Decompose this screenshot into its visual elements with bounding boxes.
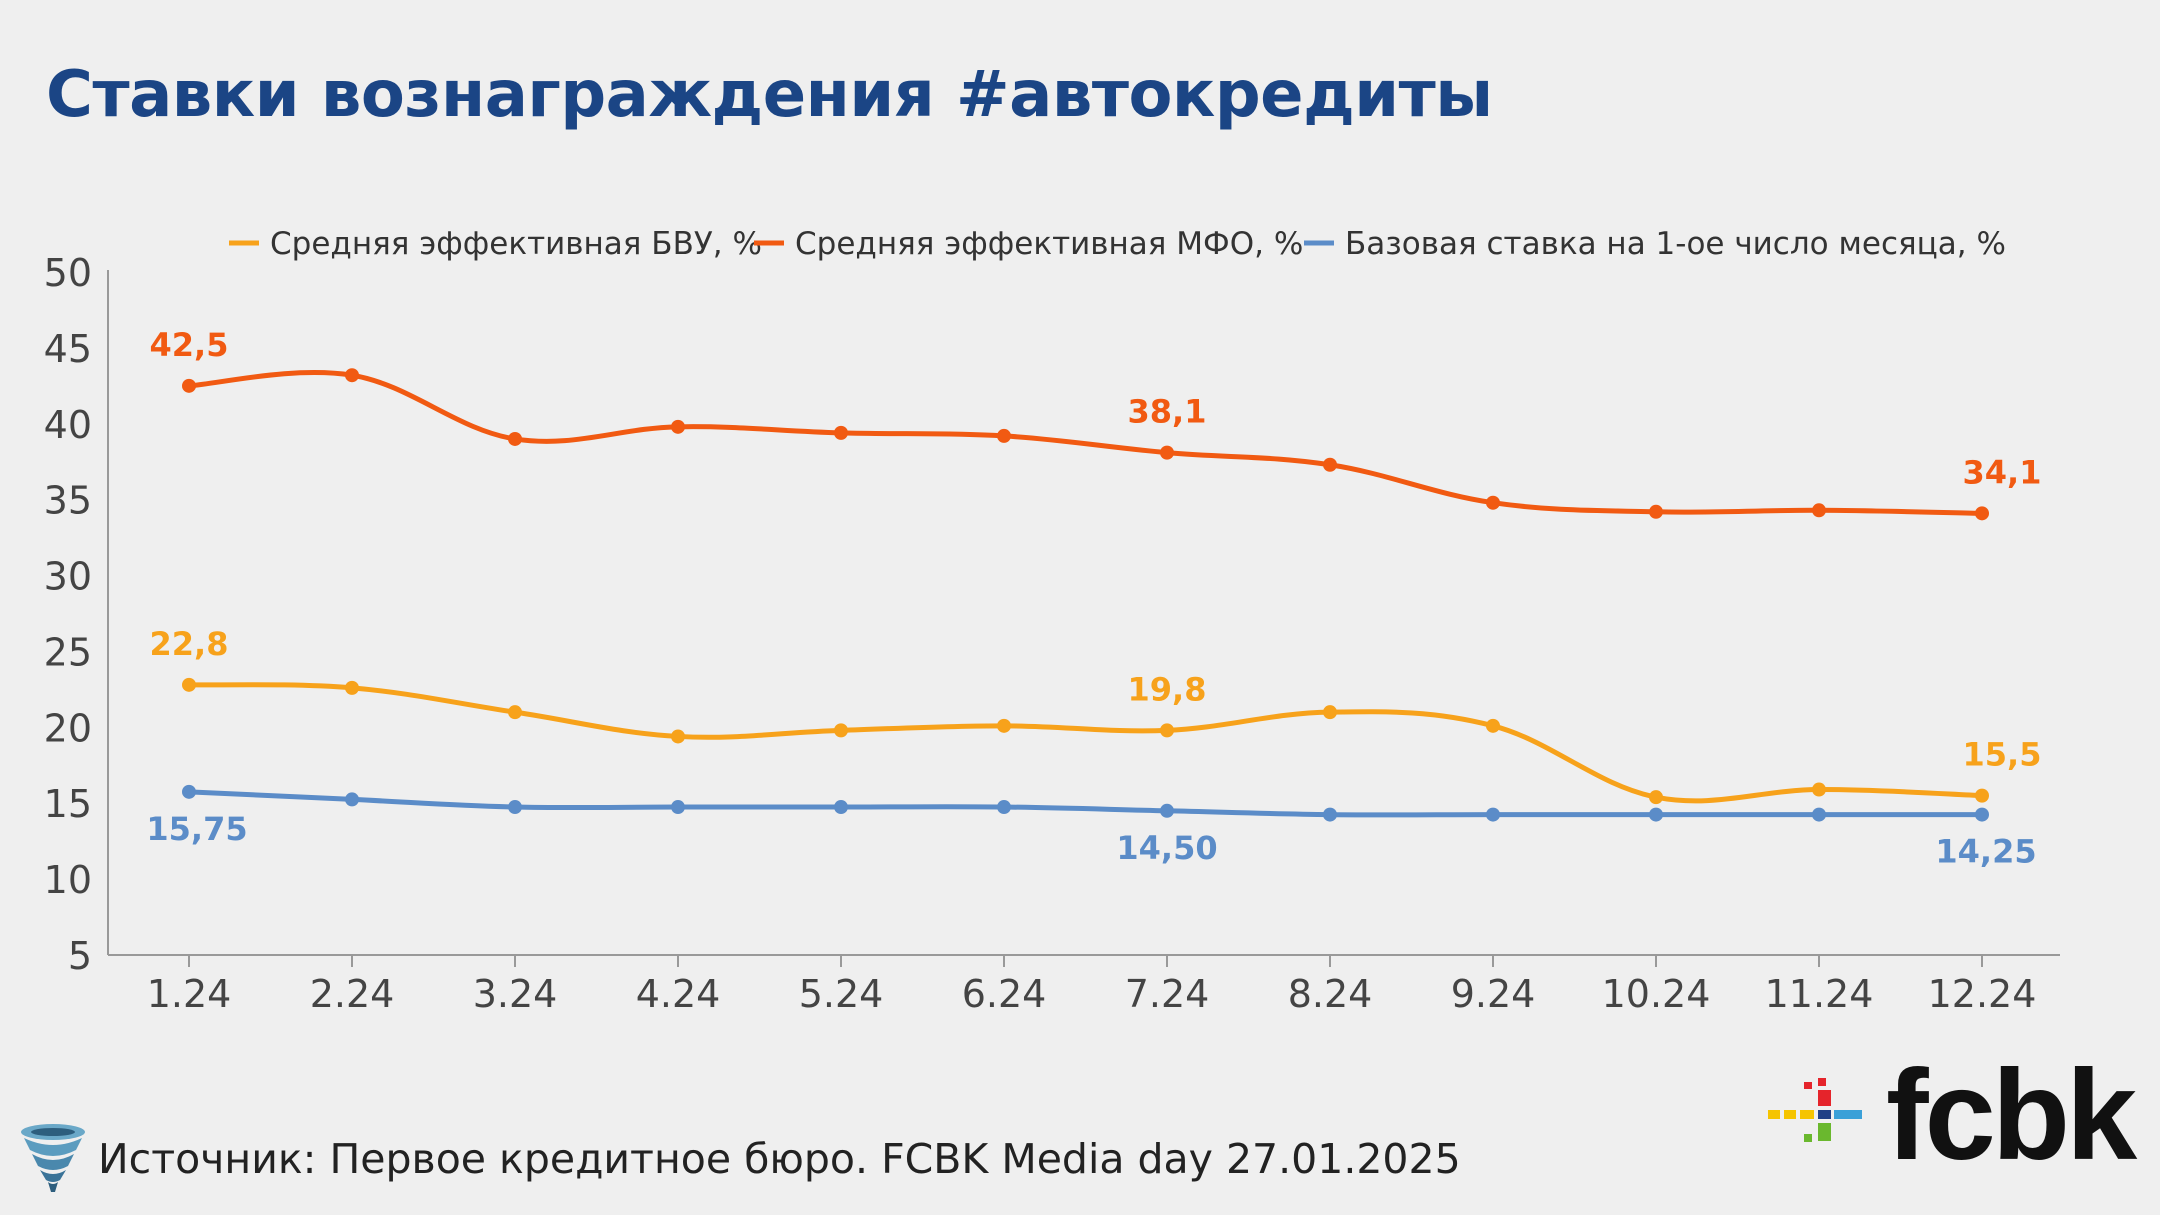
data-point: [1323, 705, 1337, 720]
x-tick-label: 10.24: [1602, 972, 1711, 1016]
tornado-icon: [18, 1122, 88, 1199]
x-tick-label: 3.24: [473, 972, 558, 1016]
fcbk-cross-icon: [1768, 1078, 1878, 1163]
series-line: [188, 682, 1983, 804]
data-label: 38,1: [1128, 393, 1207, 431]
data-label: 15,75: [146, 810, 247, 848]
data-point: [1323, 807, 1337, 822]
y-tick-label: 30: [44, 555, 92, 599]
legend-label: Средняя эффективная МФО, %: [795, 226, 1303, 262]
data-point: [345, 792, 359, 807]
data-point: [508, 431, 522, 446]
y-tick-label: 40: [44, 403, 92, 447]
series-line: [188, 789, 1982, 818]
data-point: [182, 784, 196, 799]
data-point: [1649, 790, 1663, 805]
data-point: [1812, 782, 1826, 797]
x-tick-label: 11.24: [1765, 972, 1874, 1016]
x-tick-label: 6.24: [962, 972, 1047, 1016]
data-label: 14,50: [1116, 829, 1217, 867]
data-point: [997, 428, 1011, 443]
data-point: [345, 680, 359, 695]
chart-axes: 5 10 15 20 25 30 35 40 45 50 1.24 2.24 3.24 4.24 5.24 6…: [44, 251, 2060, 1016]
data-label: 34,1: [1963, 453, 2042, 491]
data-point: [345, 368, 359, 383]
data-label: 14,25: [1935, 833, 2036, 871]
series-line: [188, 369, 1983, 516]
data-labels: 22,8 19,8 15,5 42,5 38,1 34,1 15,75 14,50 14,25: [146, 326, 2041, 871]
data-point: [508, 705, 522, 720]
source-note: Источник: Первое кредитное бюро. FCBK Me…: [98, 1135, 1461, 1183]
x-tick-label: 7.24: [1125, 972, 1210, 1016]
data-point: [1323, 457, 1337, 472]
data-point: [1812, 807, 1826, 822]
page-title: Ставки вознаграждения #автокредиты: [46, 58, 1493, 132]
chart-legend: Средняя эффективная БВУ, % Средняя эффект…: [229, 226, 2006, 262]
data-point: [671, 419, 685, 434]
data-point: [834, 800, 848, 815]
chart-series: [182, 368, 1989, 822]
data-point: [1975, 807, 1989, 822]
data-label: 15,5: [1963, 736, 2042, 774]
x-tick-label: 5.24: [799, 972, 884, 1016]
legend-label: Средняя эффективная БВУ, %: [270, 226, 762, 262]
data-point: [1160, 445, 1174, 460]
x-tick-label: 9.24: [1451, 972, 1536, 1016]
fcbk-logo-text: fcbk: [1886, 1044, 2137, 1187]
data-point: [671, 800, 685, 815]
y-tick-label: 45: [44, 327, 92, 371]
y-tick-label: 25: [44, 630, 92, 674]
data-label: 42,5: [150, 326, 229, 364]
x-tick-label: 12.24: [1928, 972, 2037, 1016]
legend-label: Базовая ставка на 1-ое число месяца, %: [1345, 226, 2006, 262]
data-point: [1649, 807, 1663, 822]
data-point: [1160, 803, 1174, 818]
x-tick-label: 4.24: [636, 972, 721, 1016]
data-point: [1812, 503, 1826, 518]
data-point: [1486, 807, 1500, 822]
x-tick-label: 1.24: [147, 972, 232, 1016]
data-point: [1160, 723, 1174, 738]
y-tick-label: 50: [44, 251, 92, 295]
x-tick-label: 8.24: [1288, 972, 1373, 1016]
x-tick-label: 2.24: [310, 972, 395, 1016]
data-label: 22,8: [150, 625, 229, 663]
data-point: [834, 425, 848, 440]
data-point: [1486, 495, 1500, 510]
y-tick-label: 35: [44, 479, 92, 523]
data-point: [1649, 504, 1663, 519]
data-point: [508, 800, 522, 815]
y-tick-label: 10: [44, 858, 92, 902]
data-point: [671, 729, 685, 744]
data-point: [182, 677, 196, 692]
y-tick-label: 5: [68, 934, 92, 978]
y-tick-label: 15: [44, 782, 92, 826]
data-point: [997, 718, 1011, 733]
data-point: [997, 800, 1011, 815]
data-point: [1486, 718, 1500, 733]
data-label: 19,8: [1128, 670, 1207, 708]
data-point: [1975, 788, 1989, 803]
y-tick-label: 20: [44, 706, 92, 750]
data-point: [1975, 506, 1989, 521]
data-point: [834, 723, 848, 738]
data-point: [182, 378, 196, 393]
